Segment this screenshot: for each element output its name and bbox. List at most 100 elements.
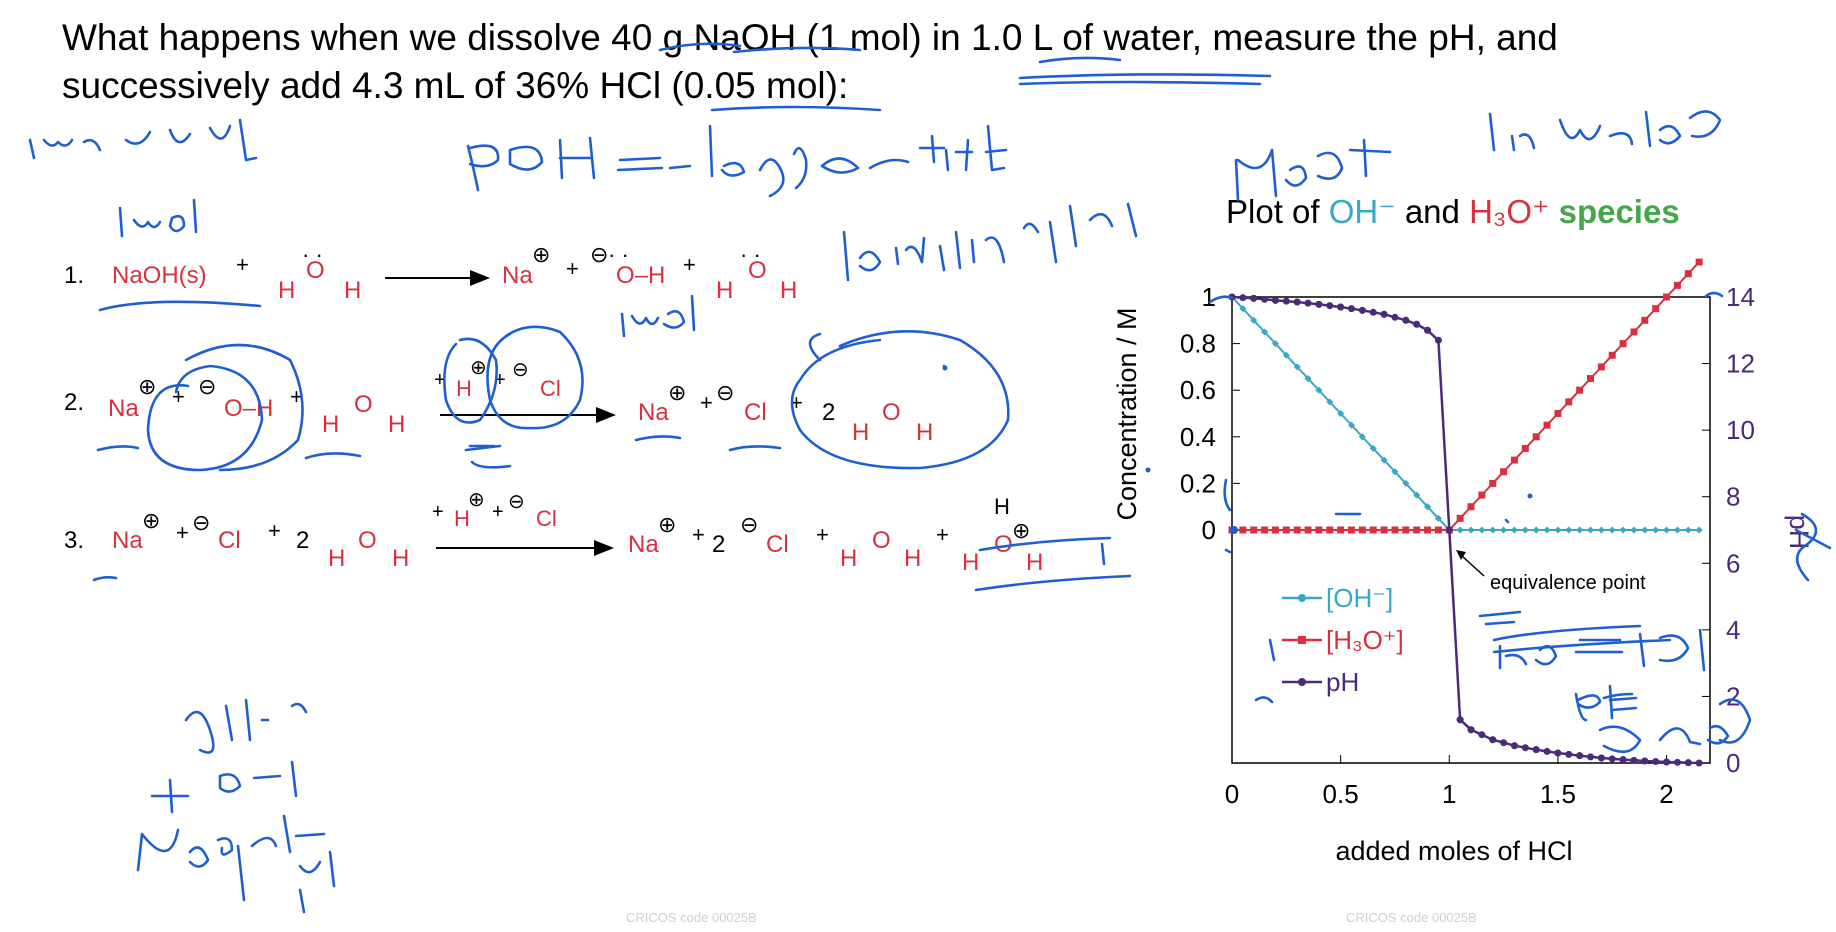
data-point — [1489, 736, 1497, 744]
data-point — [1271, 526, 1279, 534]
data-point — [1587, 375, 1594, 383]
data-point — [1521, 744, 1529, 752]
data-point — [1358, 526, 1366, 534]
x-tick-label: 1.5 — [1540, 779, 1576, 809]
data-point — [1652, 758, 1660, 766]
svg-text:⊕: ⊕ — [1012, 518, 1030, 543]
data-point — [1565, 750, 1573, 758]
data-point — [1652, 305, 1660, 313]
svg-text:+: + — [268, 518, 281, 543]
data-point — [1380, 526, 1388, 534]
data-point — [1587, 753, 1594, 761]
y2-tick-label: 12 — [1726, 349, 1755, 379]
data-point — [1348, 305, 1355, 313]
reaction-2: 2. Na ⊕ + ⊖ O–H + O H H + H ⊕ + ⊖ Cl Na … — [64, 357, 933, 446]
svg-text:2: 2 — [822, 399, 835, 426]
x-tick-label: 2 — [1659, 779, 1673, 809]
svg-text:H: H — [716, 277, 733, 304]
x-axis-label: added moles of HCl — [1335, 836, 1572, 866]
y-tick-label: 0.6 — [1180, 375, 1216, 405]
naoh-solid: NaOH(s) — [112, 262, 207, 289]
svg-text:+: + — [492, 501, 504, 523]
legend-marker — [1298, 678, 1306, 686]
svg-text:3.: 3. — [64, 527, 84, 554]
svg-text:O–H: O–H — [224, 395, 273, 422]
hydroxide-ion: O–H — [616, 262, 665, 289]
data-point — [1684, 270, 1692, 278]
data-point — [1565, 398, 1573, 406]
svg-text:+: + — [936, 522, 949, 547]
data-point — [1250, 294, 1258, 302]
data-point — [1358, 306, 1366, 314]
data-point — [1315, 300, 1323, 308]
data-point — [1402, 316, 1410, 324]
y-tick-label: 0.8 — [1180, 329, 1216, 359]
data-point — [1282, 297, 1290, 305]
data-point — [1239, 526, 1247, 534]
equivalence-point-annotation: equivalence point — [1490, 572, 1646, 594]
data-point — [1315, 526, 1323, 534]
data-point — [1271, 296, 1279, 304]
svg-text:H: H — [328, 545, 345, 572]
data-point — [1521, 444, 1529, 452]
data-point — [1326, 526, 1334, 534]
legend-marker — [1298, 594, 1306, 602]
svg-text:⊖: ⊖ — [512, 359, 529, 381]
svg-text:· ·: · · — [302, 242, 323, 267]
svg-text:Na: Na — [638, 399, 669, 426]
svg-text:⊖: ⊖ — [198, 374, 216, 399]
legend-label: pH — [1326, 667, 1359, 697]
reaction-1: 1. NaOH(s) + O H H · · Na ⊕ + ⊖ O–H · · … — [64, 242, 797, 304]
svg-text:H: H — [1026, 549, 1043, 576]
data-point — [1304, 526, 1312, 534]
data-point — [1424, 326, 1432, 334]
svg-text:H: H — [322, 411, 339, 438]
data-point — [1630, 328, 1638, 336]
svg-text:Cl: Cl — [218, 527, 241, 554]
data-point — [1663, 758, 1671, 766]
svg-text:⊖: ⊖ — [740, 512, 758, 537]
data-point — [1543, 421, 1551, 429]
data-point — [1261, 295, 1269, 303]
data-point — [1554, 410, 1562, 417]
legend-label: [OH⁻] — [1326, 583, 1393, 613]
y-axis-label: Concentration / M — [1112, 307, 1142, 520]
data-point — [1250, 526, 1258, 534]
svg-text:H: H — [392, 545, 409, 572]
data-point — [1434, 526, 1442, 534]
data-point — [1380, 310, 1388, 318]
data-point — [1673, 281, 1681, 289]
svg-text:· ·: · · — [608, 242, 629, 267]
x-tick-label: 0 — [1225, 779, 1239, 809]
svg-text:Cl: Cl — [766, 531, 789, 558]
svg-text:⊖: ⊖ — [192, 510, 210, 535]
svg-text:⊕: ⊕ — [468, 489, 485, 511]
data-point — [1424, 526, 1432, 534]
y2-tick-label: 6 — [1726, 548, 1740, 578]
data-point — [1369, 308, 1377, 316]
data-point — [1489, 479, 1497, 487]
svg-text:Cl: Cl — [744, 399, 767, 426]
svg-text:H: H — [852, 419, 869, 446]
svg-text:H: H — [780, 277, 797, 304]
data-point — [1413, 320, 1421, 328]
y2-tick-label: 2 — [1726, 681, 1740, 711]
y2-tick-label: 14 — [1726, 282, 1755, 312]
x-tick-label: 0.5 — [1323, 779, 1359, 809]
svg-text:2: 2 — [712, 531, 725, 558]
water-molecule: O H H · · — [278, 242, 361, 304]
data-point — [1543, 747, 1551, 755]
data-point — [1348, 526, 1355, 534]
svg-text:+: + — [683, 252, 696, 277]
y2-tick-label: 10 — [1726, 415, 1755, 445]
svg-text:O: O — [358, 527, 377, 554]
svg-text:H: H — [278, 277, 295, 304]
data-point — [1239, 294, 1247, 302]
y2-tick-label: 8 — [1726, 482, 1740, 512]
svg-text:+: + — [816, 522, 829, 547]
data-point — [1293, 526, 1301, 534]
svg-text:H: H — [994, 494, 1010, 519]
svg-text:2.: 2. — [64, 389, 84, 416]
footer-cricos-right: CRICOS code 00025B — [1346, 910, 1477, 925]
